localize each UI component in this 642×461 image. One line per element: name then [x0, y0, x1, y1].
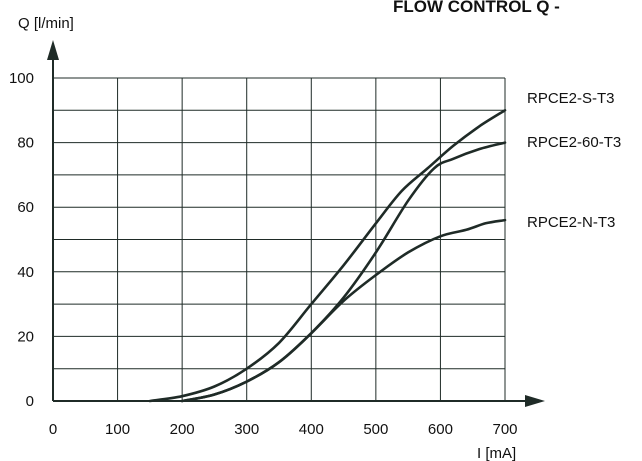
- series-labels: RPCE2-S-T3 RPCE2-60-T3 RPCE2-N-T3: [527, 90, 621, 231]
- x-axis-arrow: [525, 395, 545, 407]
- curves: [148, 109, 507, 403]
- y-tick-label: 0: [26, 393, 34, 410]
- series-line-rpce2-s-t3: [148, 109, 507, 403]
- tick-labels: 0 100 200 300 400 500 600 700 0 20 40 60 80 100: [9, 70, 518, 438]
- y-tick-label: 80: [17, 135, 34, 152]
- x-axis-title: I [mA]: [477, 445, 516, 461]
- y-axis-arrow: [47, 40, 59, 60]
- series-label-rpce2-60-t3: RPCE2-60-T3: [527, 134, 621, 151]
- series-label-rpce2-n-t3: RPCE2-N-T3: [527, 214, 615, 231]
- y-tick-label: 20: [17, 328, 34, 345]
- x-tick-label: 400: [299, 421, 324, 438]
- series-label-rpce2-s-t3: RPCE2-S-T3: [527, 90, 615, 107]
- series-line-rpce2-n-t3: [180, 218, 507, 403]
- y-axis-title: Q [l/min]: [18, 15, 74, 32]
- y-tick-label: 40: [17, 264, 34, 281]
- y-tick-label: 60: [17, 199, 34, 216]
- x-tick-label: 200: [170, 421, 195, 438]
- y-tick-label: 100: [9, 70, 34, 87]
- x-tick-label: 700: [492, 421, 517, 438]
- x-tick-label: 0: [49, 421, 57, 438]
- x-tick-label: 600: [428, 421, 453, 438]
- axes: [47, 40, 545, 407]
- x-tick-label: 100: [105, 421, 130, 438]
- x-tick-label: 300: [234, 421, 259, 438]
- chart-title: FLOW CONTROL Q -: [393, 0, 560, 16]
- grid: [53, 77, 506, 401]
- x-tick-label: 500: [363, 421, 388, 438]
